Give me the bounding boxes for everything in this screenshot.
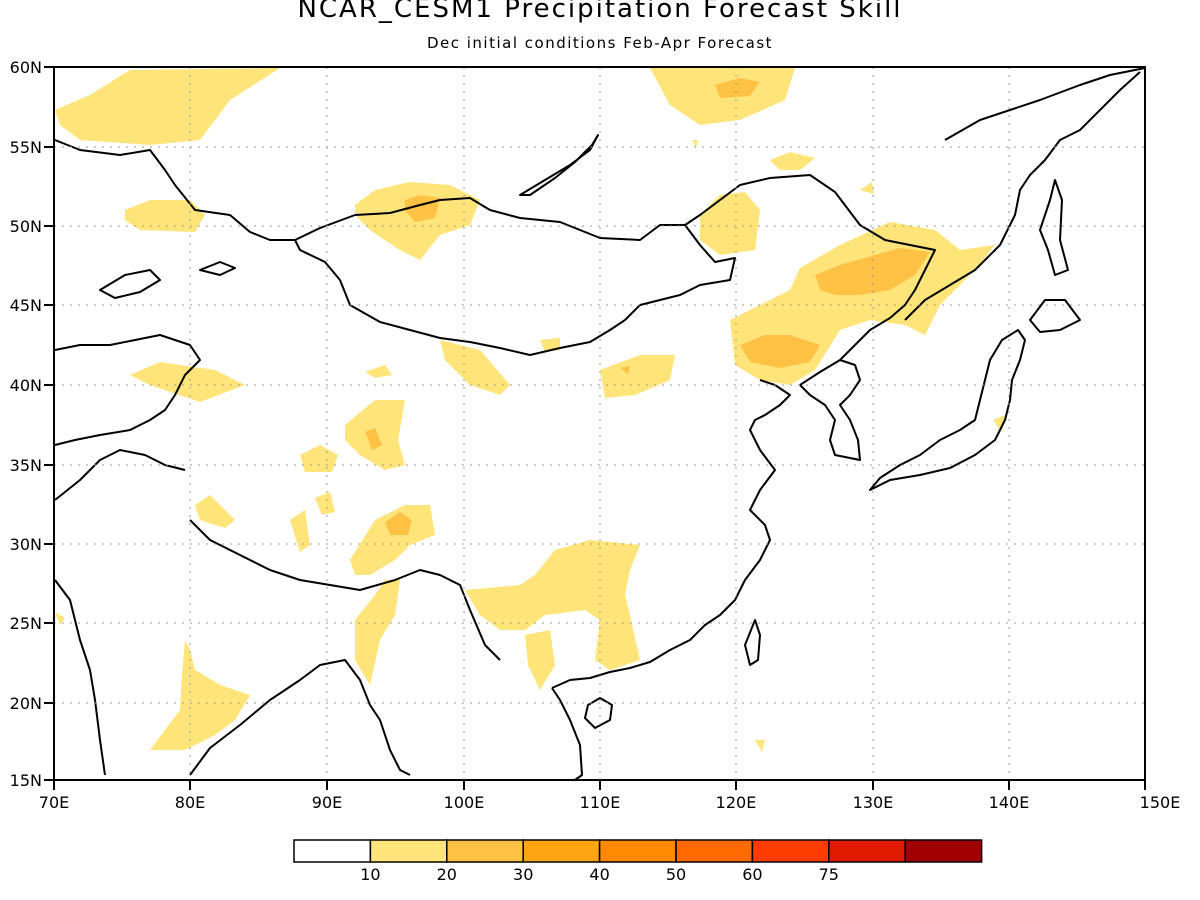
lon-tick-label: 100E [444,793,485,812]
skill-region-guangxi [525,630,555,690]
skill-region-qinghai-west [300,445,338,472]
lon-tick-label: 130E [853,793,894,812]
skill-region-burma [355,580,400,685]
skill-region-tibet-c [315,492,335,515]
coast-sakhalin [1039,179,1069,276]
colorbar-swatch [293,839,372,863]
skill-core-qinghai [365,428,382,450]
lat-tick-label: 30N [10,535,42,554]
lat-tick-label: 60N [10,58,42,77]
skill-region-tibet-b [290,510,310,552]
lat-tick-label: 55N [10,138,42,157]
coast-korea [799,359,861,461]
skill-region-inner-mongolia [440,340,510,395]
skill-region-west-siberia-2 [125,200,205,232]
colorbar-label: 10 [360,865,380,884]
skill-core-sichuan [385,512,412,535]
skill-region-kamchatka-area [860,182,874,194]
coast-far-east [904,71,1141,321]
lon-tick-label: 120E [716,793,757,812]
skill-core-manchuria-a [815,248,930,295]
lon-tick-label: 80E [175,793,205,812]
skill-region-tibet-a [195,495,235,528]
skill-region-siberia-east [770,152,815,170]
lon-tick-label: 140E [989,793,1030,812]
lon-tick-label: 70E [39,793,69,812]
lon-tick-label: 150E [1140,793,1181,812]
coast-india-west [54,579,106,776]
skill-region-india-east [150,640,250,750]
border-himalaya [189,519,501,661]
lat-tick-label: 20N [10,694,42,713]
coast-indochina [551,687,583,781]
colorbar-swatch [446,839,524,863]
lat-tick-label: 40N [10,376,42,395]
border-mongolia [294,197,736,356]
border-china-russia-east [684,174,936,386]
skill-core-manchuria-b [740,335,820,368]
lon-tick-labels: 70E 80E 90E 100E 110E 120E 130E 140E 150… [39,793,1181,812]
skill-region-xinjiang-west [130,362,245,402]
lat-tick-label: 15N [10,771,42,790]
lake-balkhash [199,261,236,276]
skill-regions [55,68,1005,752]
colorbar-label: 60 [742,865,762,884]
map-subtitle: Dec initial conditions Feb-Apr Forecast [426,34,774,52]
lat-tick-labels: 15N 20N 25N 30N 35N 40N 45N 50N 55N 60N [10,58,42,790]
lat-tick-label: 35N [10,456,42,475]
lat-tick-label: 25N [10,614,42,633]
skill-core-north-siberia [715,78,760,98]
coast-aral [99,269,161,299]
coast-hokkaido [1029,299,1081,333]
map-title: NCAR_CESM1 Precipitation Forecast Skill [297,0,903,24]
skill-region-south-china [465,540,640,670]
colorbar-label: 30 [513,865,533,884]
skill-region-siberia-small [692,140,698,148]
colorbar-swatch [598,839,677,863]
border-central-asia [54,334,201,446]
skill-region-sichuan [350,505,435,575]
lat-tick-label: 45N [10,296,42,315]
skill-region-xinjiang-center [365,365,392,378]
tick-marks [44,66,1146,790]
lat-tick-label: 50N [10,217,42,236]
skill-region-taiwan-south [755,740,765,752]
coast-taiwan [744,619,761,666]
lake-baikal [519,134,599,196]
skill-region-west-siberia [55,68,280,145]
coast-hainan [584,697,613,729]
gridlines [54,67,1145,780]
colorbar-label: 20 [437,865,457,884]
coast-bay-of-bengal [189,659,411,776]
colorbar-swatch [751,839,830,863]
border-russia-kazakhstan [54,139,295,241]
skill-core-hebei [620,366,630,374]
colorbar-label: 50 [666,865,686,884]
lon-tick-label: 110E [580,793,621,812]
colorbar-swatch [522,839,601,863]
skill-region-amur [700,192,760,255]
coastlines-borders [54,67,1146,781]
coast-japan [869,329,1026,491]
map-frame [53,66,1146,781]
skill-region-hebei [600,355,675,398]
colorbar-swatch [369,839,448,863]
lon-tick-label: 90E [312,793,342,812]
border-india-west [54,449,186,501]
skill-region-india-west-edge [55,612,65,625]
coast-okhotsk [944,67,1146,141]
coast-china [551,379,791,689]
colorbar-label: 40 [589,865,609,884]
colorbar-swatch [675,839,754,863]
colorbar-swatch [904,839,983,863]
colorbar-label: 75 [819,865,839,884]
colorbar: 10 20 30 40 50 60 75 [293,839,983,884]
colorbar-swatch [828,839,906,863]
